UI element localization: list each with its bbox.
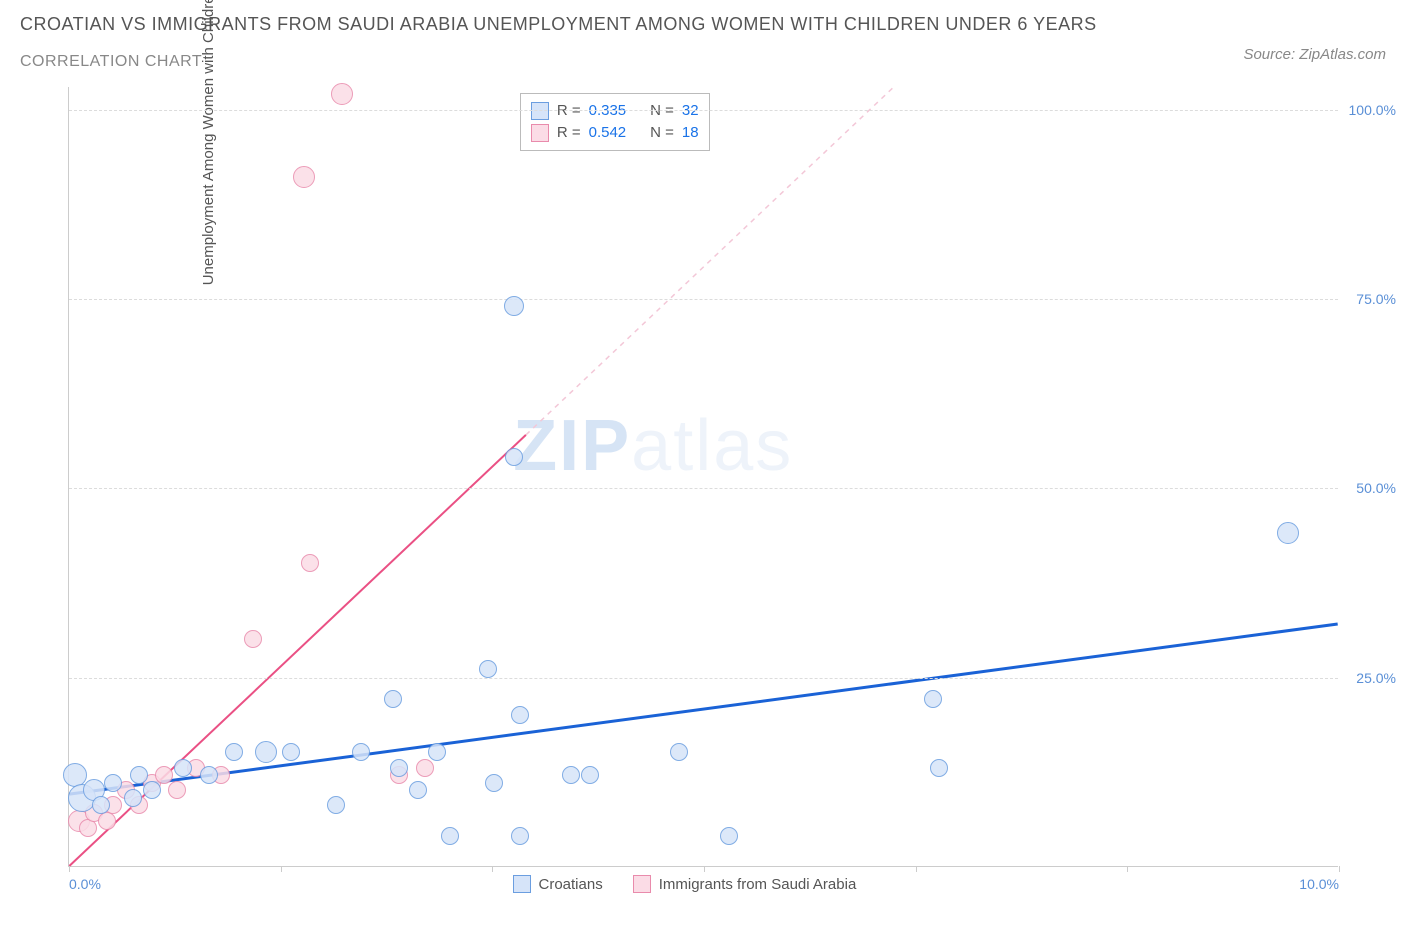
data-point-croatians bbox=[282, 743, 300, 761]
legend-r-label: R = bbox=[557, 100, 581, 122]
data-point-croatians bbox=[327, 796, 345, 814]
correlation-legend-row: R = 0.335 N = 32 bbox=[531, 100, 699, 122]
data-point-croatians bbox=[930, 759, 948, 777]
data-point-croatians bbox=[581, 766, 599, 784]
data-point-croatians bbox=[409, 781, 427, 799]
data-point-croatians bbox=[562, 766, 580, 784]
data-point-croatians bbox=[505, 448, 523, 466]
data-point-croatians bbox=[130, 766, 148, 784]
data-point-saudi bbox=[416, 759, 434, 777]
data-point-croatians bbox=[1277, 522, 1299, 544]
gridline bbox=[69, 488, 1338, 489]
data-point-saudi bbox=[293, 166, 315, 188]
gridline bbox=[69, 678, 1338, 679]
data-point-saudi bbox=[155, 766, 173, 784]
legend-r-value: 0.542 bbox=[589, 122, 627, 144]
legend-n-value: 18 bbox=[682, 122, 699, 144]
data-point-croatians bbox=[720, 827, 738, 845]
legend-r-label: R = bbox=[557, 122, 581, 144]
data-point-saudi bbox=[301, 554, 319, 572]
data-point-saudi bbox=[331, 83, 353, 105]
data-point-croatians bbox=[255, 741, 277, 763]
legend-n-label: N = bbox=[650, 100, 674, 122]
data-point-croatians bbox=[104, 774, 122, 792]
data-point-croatians bbox=[924, 690, 942, 708]
x-tick bbox=[704, 866, 705, 872]
y-tick-label: 100.0% bbox=[1349, 102, 1396, 118]
series-legend-item: Croatians bbox=[513, 875, 603, 893]
data-point-croatians bbox=[504, 296, 524, 316]
x-tick bbox=[69, 866, 70, 872]
legend-n-label: N = bbox=[650, 122, 674, 144]
x-tick bbox=[1339, 866, 1340, 872]
data-point-croatians bbox=[485, 774, 503, 792]
data-point-croatians bbox=[352, 743, 370, 761]
data-point-croatians bbox=[428, 743, 446, 761]
data-point-croatians bbox=[670, 743, 688, 761]
legend-r-value: 0.335 bbox=[589, 100, 627, 122]
legend-n-value: 32 bbox=[682, 100, 699, 122]
data-point-croatians bbox=[479, 660, 497, 678]
x-tick bbox=[1127, 866, 1128, 872]
header-row: CROATIAN VS IMMIGRANTS FROM SAUDI ARABIA… bbox=[20, 14, 1386, 71]
correlation-legend-row: R = 0.542 N = 18 bbox=[531, 122, 699, 144]
data-point-saudi bbox=[168, 781, 186, 799]
gridline bbox=[69, 110, 1338, 111]
trend-line bbox=[69, 624, 1337, 794]
x-tick-label: 10.0% bbox=[1299, 876, 1339, 892]
data-point-croatians bbox=[124, 789, 142, 807]
data-point-croatians bbox=[143, 781, 161, 799]
series-legend-label: Immigrants from Saudi Arabia bbox=[659, 876, 857, 893]
plot-area: ZIPatlas R =0.335N =32R =0.542N =18 25.0… bbox=[68, 87, 1338, 867]
data-point-croatians bbox=[441, 827, 459, 845]
chart-title: CROATIAN VS IMMIGRANTS FROM SAUDI ARABIA… bbox=[20, 14, 1097, 35]
data-point-croatians bbox=[384, 690, 402, 708]
data-point-croatians bbox=[174, 759, 192, 777]
y-tick-label: 25.0% bbox=[1356, 670, 1396, 686]
x-tick-label: 0.0% bbox=[69, 876, 101, 892]
data-point-croatians bbox=[390, 759, 408, 777]
gridline bbox=[69, 299, 1338, 300]
legend-swatch bbox=[531, 102, 549, 120]
x-tick bbox=[492, 866, 493, 872]
data-point-saudi bbox=[244, 630, 262, 648]
legend-swatch bbox=[513, 875, 531, 893]
data-point-croatians bbox=[225, 743, 243, 761]
data-point-croatians bbox=[92, 796, 110, 814]
series-legend-item: Immigrants from Saudi Arabia bbox=[633, 875, 857, 893]
data-point-croatians bbox=[511, 827, 529, 845]
data-point-croatians bbox=[511, 706, 529, 724]
correlation-legend: R = 0.335 N = 32 R = 0.542 N = 18 bbox=[520, 93, 710, 151]
legend-swatch bbox=[531, 124, 549, 142]
x-tick bbox=[281, 866, 282, 872]
legend-swatch bbox=[633, 875, 651, 893]
data-point-croatians bbox=[200, 766, 218, 784]
y-tick-label: 75.0% bbox=[1356, 291, 1396, 307]
x-tick bbox=[916, 866, 917, 872]
series-legend: Croatians Immigrants from Saudi Arabia bbox=[513, 875, 857, 893]
chart-subtitle: CORRELATION CHART bbox=[20, 53, 1097, 71]
source-attribution: Source: ZipAtlas.com bbox=[1243, 46, 1386, 63]
series-legend-label: Croatians bbox=[539, 876, 603, 893]
y-tick-label: 50.0% bbox=[1356, 480, 1396, 496]
